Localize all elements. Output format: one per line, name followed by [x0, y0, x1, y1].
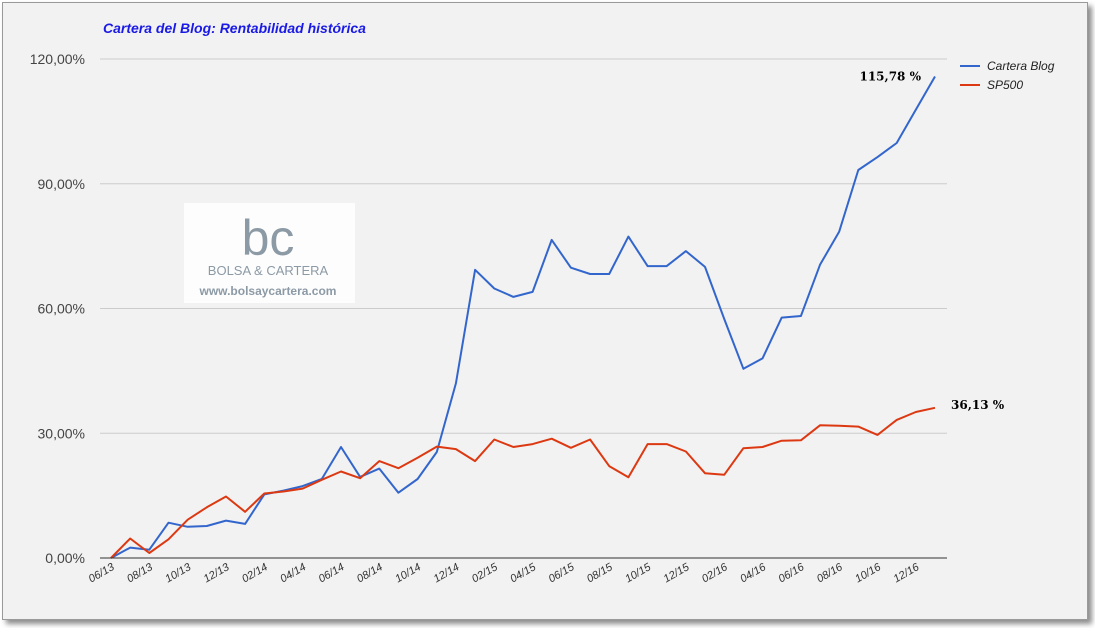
series-line-cartera-blog — [110, 75, 936, 559]
x-tick-label: 06/13 — [87, 561, 118, 586]
x-tick-label: 02/15 — [470, 561, 501, 586]
x-tick-label: 06/16 — [777, 561, 808, 586]
x-tick-label: 04/14 — [278, 561, 308, 585]
end-value-labels: 115,78 % 36,13 % — [859, 70, 1004, 412]
watermark-background — [184, 203, 355, 303]
x-tick-label: 06/14 — [317, 561, 347, 585]
x-tick-label: 04/15 — [508, 561, 539, 586]
x-tick-label: 10/15 — [623, 561, 654, 586]
y-axis-ticks: 0,00% 30,00% 60,00% 90,00% 120,00% — [30, 51, 85, 566]
end-value-label: 115,78 % — [859, 70, 921, 84]
x-tick-label: 08/14 — [355, 561, 385, 585]
x-tick-label: 12/14 — [432, 561, 462, 585]
watermark-url: www.bolsaycartera.com — [199, 284, 337, 298]
x-tick-label: 12/13 — [202, 561, 233, 586]
x-tick-label: 08/13 — [125, 561, 156, 586]
x-axis-ticks: 06/13 08/13 10/13 12/13 02/14 04/14 06/14 08/14… — [87, 561, 922, 586]
y-tick-label: 120,00% — [30, 51, 85, 67]
end-value-label: 36,13 % — [951, 398, 1005, 412]
x-tick-label: 10/14 — [393, 561, 423, 585]
y-tick-label: 90,00% — [38, 176, 85, 192]
x-tick-label: 10/13 — [163, 561, 194, 586]
series-lines — [110, 75, 936, 559]
legend-label: SP500 — [987, 78, 1023, 92]
chart-frame: Cartera del Blog: Rentabilidad histórica… — [2, 2, 1088, 620]
line-chart: Cartera del Blog: Rentabilidad histórica… — [30, 20, 1055, 586]
grid-lines — [100, 58, 947, 434]
x-tick-label: 10/16 — [853, 561, 884, 586]
x-tick-label: 08/15 — [585, 561, 616, 586]
x-tick-label: 12/16 — [891, 561, 922, 586]
x-tick-label: 04/16 — [738, 561, 769, 586]
chart-title: Cartera del Blog: Rentabilidad histórica — [103, 20, 366, 36]
x-tick-label: 08/16 — [815, 561, 846, 586]
x-tick-label: 06/15 — [547, 561, 578, 586]
legend-label: Cartera Blog — [987, 59, 1055, 73]
x-tick-label: 12/15 — [662, 561, 693, 586]
y-tick-label: 0,00% — [45, 550, 85, 566]
x-tick-label: 02/16 — [700, 561, 731, 586]
y-tick-label: 60,00% — [38, 301, 85, 317]
watermark-logo: bc — [242, 210, 295, 266]
watermark-name: BOLSA & CARTERA — [208, 263, 329, 278]
x-tick-label: 02/14 — [240, 561, 270, 585]
watermark: bc BOLSA & CARTERA www.bolsaycartera.com — [184, 203, 355, 303]
legend: Cartera Blog SP500 — [960, 59, 1055, 92]
y-tick-label: 30,00% — [38, 425, 85, 441]
series-line-sp500 — [110, 406, 936, 559]
